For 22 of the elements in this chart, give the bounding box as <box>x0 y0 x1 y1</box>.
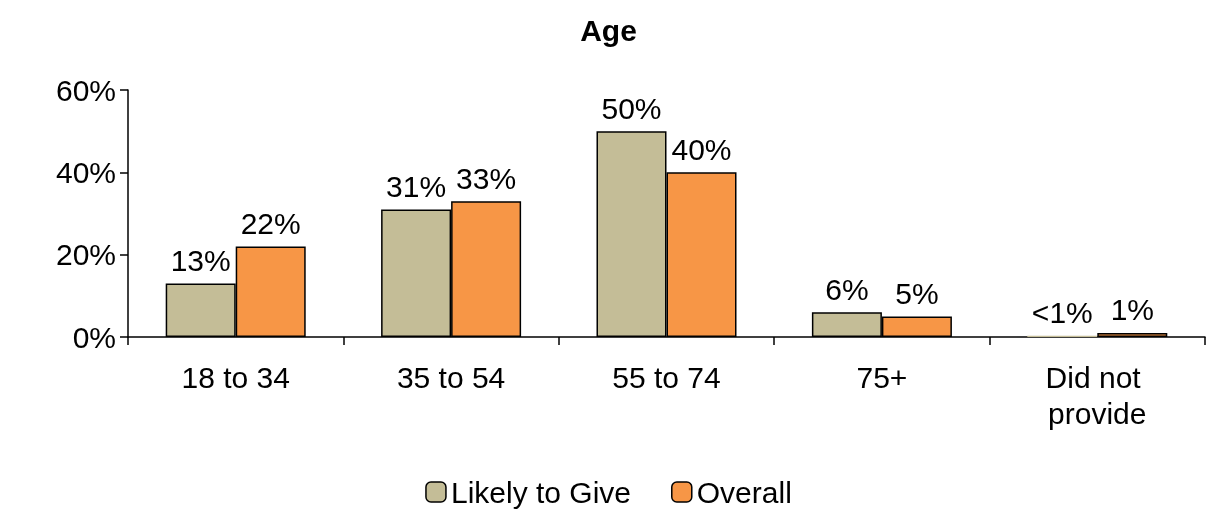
x-tick-label: 75+ <box>856 360 908 394</box>
data-label: 5% <box>895 276 939 310</box>
legend-label: Likely to Give <box>450 475 632 509</box>
y-tick-label: 60% <box>55 73 116 107</box>
data-label: 33% <box>456 161 517 195</box>
data-label: 50% <box>601 91 662 125</box>
data-label: 1% <box>1110 293 1154 327</box>
y-tick-label: 20% <box>55 238 116 272</box>
x-tick-label: 55 to 74 <box>612 360 721 394</box>
x-tick-label: 35 to 54 <box>396 360 506 394</box>
y-tick-label: 0% <box>72 320 116 354</box>
data-label: 40% <box>671 132 732 166</box>
x-tick-label: Did not provide <box>1045 360 1149 430</box>
chart-title: Age <box>580 13 637 47</box>
data-label: 13% <box>170 243 231 277</box>
data-label: 22% <box>240 206 301 240</box>
data-label: 6% <box>825 272 869 306</box>
data-label: 31% <box>386 169 447 203</box>
legend-label: Overall <box>696 475 792 509</box>
data-label: <1% <box>1031 296 1093 330</box>
y-tick-label: 40% <box>55 155 116 189</box>
x-tick-label: 18 to 34 <box>181 360 290 394</box>
